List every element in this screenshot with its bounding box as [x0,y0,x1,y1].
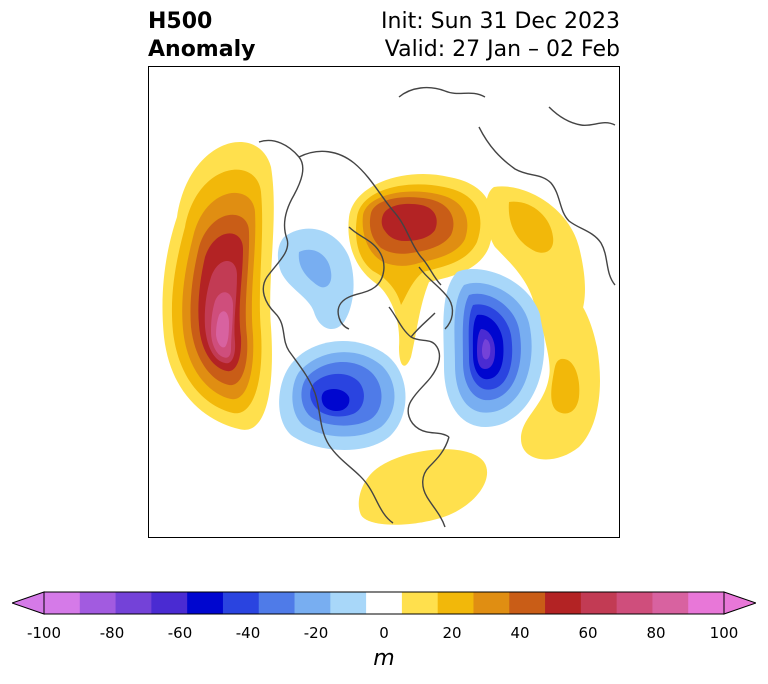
colorbar-tick-label: -20 [303,624,329,642]
colorbar-segment [115,592,152,614]
colorbar-tick-label: 60 [578,624,598,642]
pacific-ridge [162,141,274,430]
colorbar-segment [151,592,188,614]
alaska-trough [277,228,354,330]
title-line-2: Anomaly [148,37,256,62]
colorbar-tick-label: 100 [709,624,739,642]
colorbar-segment [437,592,474,614]
colorbar-extend-high [723,591,756,615]
colorbar-tick-label: 0 [379,624,389,642]
colorbar-tick-label: 20 [442,624,462,642]
colorbar-segment [688,592,725,614]
colorbar-segment [187,592,224,614]
western-na-trough [279,340,406,450]
colorbar-segment [545,592,582,614]
colorbar-segment [330,592,367,614]
colorbar-segment [44,592,81,614]
colorbar-extend-low [12,591,45,615]
anomaly-map [162,86,616,528]
title-line-1: H500 [148,9,213,34]
colorbar-tick-label: 80 [646,624,666,642]
map-panel [148,66,620,538]
colorbar-segment [222,592,260,614]
colorbar-segment [509,592,546,614]
colorbar-tick-label: -40 [235,624,261,642]
colorbar-tick-label: -80 [99,624,125,642]
colorbar-border [43,591,725,615]
date-info: Init: Sun 31 Dec 2023 Valid: 27 Jan – 02… [381,8,620,64]
colorbar-segment [258,592,296,614]
colorbar-segment [79,592,117,614]
colorbar-tick-label: -60 [167,624,193,642]
colorbar-segment [616,592,653,614]
colorbar-segment [294,592,331,614]
colorbar-segment [366,592,403,614]
coastline-overlay [258,86,616,528]
colorbar-segment [401,592,439,614]
valid-dates: Valid: 27 Jan – 02 Feb [384,37,620,62]
colorbar-segment [473,592,510,614]
colorbar-segment [580,592,618,614]
north-atlantic-trough [443,269,545,428]
colorbar-segment [652,592,689,614]
colorbar-tick-labels: -100 -80 -60 -40 -20 0 20 40 60 80 100 [0,624,768,644]
init-date: Init: Sun 31 Dec 2023 [381,9,620,34]
product-title: H500 Anomaly [148,8,255,64]
colorbar [12,591,756,615]
colorbar-unit-label: m [373,646,395,671]
colorbar-tick-label: -100 [26,624,62,642]
east-atlantic-ridge [521,281,600,460]
colorbar-tick-label: 40 [510,624,530,642]
